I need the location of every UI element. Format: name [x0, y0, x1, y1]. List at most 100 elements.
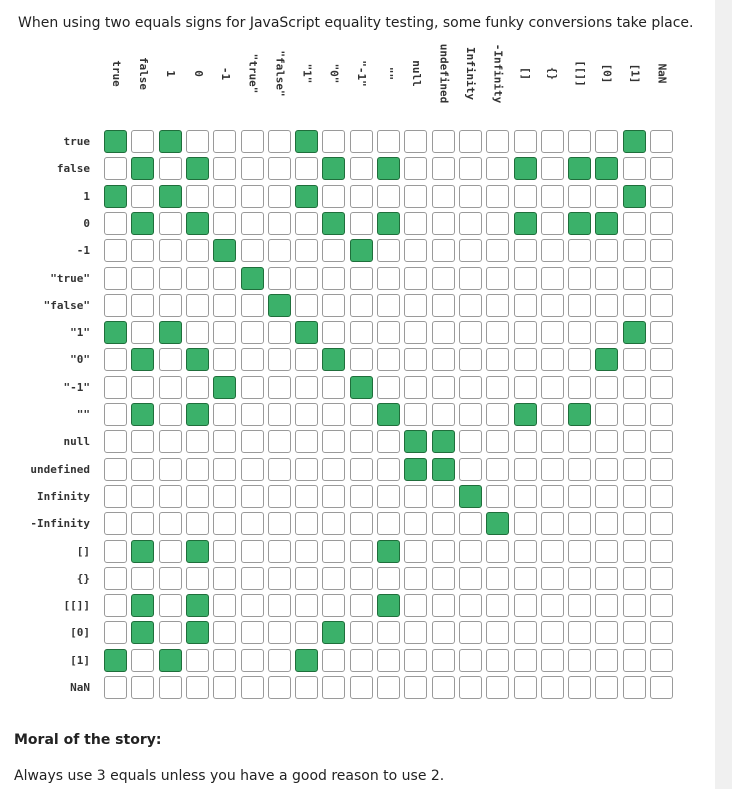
cell-not-equal	[622, 676, 646, 699]
scrollbar-track[interactable]	[715, 0, 732, 789]
cell-equal	[185, 403, 209, 426]
row-label: NaN	[70, 681, 90, 694]
intro-text: When using two equals signs for JavaScri…	[18, 15, 694, 31]
cell-not-equal	[377, 430, 400, 454]
cell-not-equal	[650, 184, 673, 208]
cell-not-equal	[568, 566, 592, 590]
cell-not-equal	[431, 321, 455, 345]
cell-not-equal	[568, 293, 592, 317]
cell-not-equal	[431, 512, 455, 536]
cell-equal	[622, 321, 646, 345]
cell-not-equal	[595, 594, 619, 618]
cell-not-equal	[131, 676, 155, 699]
cell-not-equal	[158, 375, 182, 399]
cell-not-equal	[185, 375, 209, 399]
cell-not-equal	[213, 348, 237, 372]
cell-equal	[131, 211, 155, 235]
cell-not-equal	[349, 566, 373, 590]
cell-not-equal	[377, 239, 400, 263]
cell-not-equal	[650, 211, 673, 235]
cell-not-equal	[431, 403, 455, 426]
cell-not-equal	[349, 321, 373, 345]
column-label-text: -1	[218, 66, 232, 80]
cell-not-equal	[349, 348, 373, 372]
cell-not-equal	[431, 594, 455, 618]
cell-not-equal	[131, 484, 155, 508]
cell-not-equal	[213, 539, 237, 563]
cell-not-equal	[595, 621, 619, 645]
cell-not-equal	[622, 239, 646, 263]
cell-not-equal	[267, 566, 291, 590]
cell-not-equal	[458, 566, 482, 590]
cell-not-equal	[458, 676, 482, 699]
cell-not-equal	[650, 648, 673, 672]
cell-equal	[322, 157, 346, 181]
cell-not-equal	[458, 539, 482, 563]
cell-not-equal	[458, 157, 482, 181]
cell-not-equal	[458, 512, 482, 536]
cell-not-equal	[486, 457, 510, 481]
cell-equal	[104, 321, 127, 345]
cell-not-equal	[568, 430, 592, 454]
cell-not-equal	[267, 211, 291, 235]
cell-not-equal	[158, 266, 182, 290]
cell-not-equal	[540, 403, 564, 426]
cell-equal	[377, 211, 400, 235]
cell-not-equal	[213, 594, 237, 618]
row-label: "0"	[70, 353, 90, 367]
cell-not-equal	[622, 621, 646, 645]
column-label: {}	[539, 18, 567, 128]
cell-equal	[104, 130, 127, 153]
row-label: [[]]	[63, 599, 91, 613]
cell-equal	[377, 157, 400, 181]
cell-not-equal	[185, 293, 209, 317]
cell-not-equal	[540, 321, 564, 345]
cell-not-equal	[267, 621, 291, 645]
cell-not-equal	[431, 375, 455, 399]
cell-not-equal	[131, 648, 155, 672]
cell-not-equal	[513, 239, 537, 263]
cell-equal	[322, 348, 346, 372]
cell-not-equal	[431, 130, 455, 153]
cell-not-equal	[240, 375, 264, 399]
cell-not-equal	[267, 594, 291, 618]
cell-not-equal	[513, 293, 537, 317]
page: When using two equals signs for JavaScri…	[0, 0, 715, 789]
cell-equal	[185, 621, 209, 645]
column-label-text: null	[409, 59, 423, 87]
cell-not-equal	[540, 566, 564, 590]
cell-not-equal	[568, 594, 592, 618]
cell-not-equal	[349, 484, 373, 508]
cell-not-equal	[404, 403, 428, 426]
cell-not-equal	[458, 266, 482, 290]
cell-not-equal	[131, 375, 155, 399]
cell-not-equal	[431, 293, 455, 317]
cell-not-equal	[540, 130, 564, 153]
cell-not-equal	[540, 157, 564, 181]
cell-not-equal	[240, 239, 264, 263]
cell-not-equal	[377, 375, 400, 399]
cell-not-equal	[240, 621, 264, 645]
cell-not-equal	[295, 293, 319, 317]
cell-equal	[377, 594, 400, 618]
cell-not-equal	[486, 430, 510, 454]
cell-not-equal	[322, 566, 346, 590]
cell-not-equal	[650, 293, 673, 317]
cell-not-equal	[513, 648, 537, 672]
cell-not-equal	[158, 239, 182, 263]
cell-not-equal	[486, 239, 510, 263]
cell-not-equal	[458, 375, 482, 399]
cell-not-equal	[431, 676, 455, 699]
cell-not-equal	[104, 621, 127, 645]
cell-not-equal	[349, 676, 373, 699]
cell-not-equal	[540, 512, 564, 536]
cell-not-equal	[540, 266, 564, 290]
cell-not-equal	[322, 430, 346, 454]
cell-not-equal	[267, 430, 291, 454]
row-label: -Infinity	[30, 517, 90, 531]
cell-not-equal	[322, 239, 346, 263]
cell-not-equal	[295, 266, 319, 290]
cell-not-equal	[486, 266, 510, 290]
cell-not-equal	[486, 321, 510, 345]
cell-not-equal	[131, 566, 155, 590]
